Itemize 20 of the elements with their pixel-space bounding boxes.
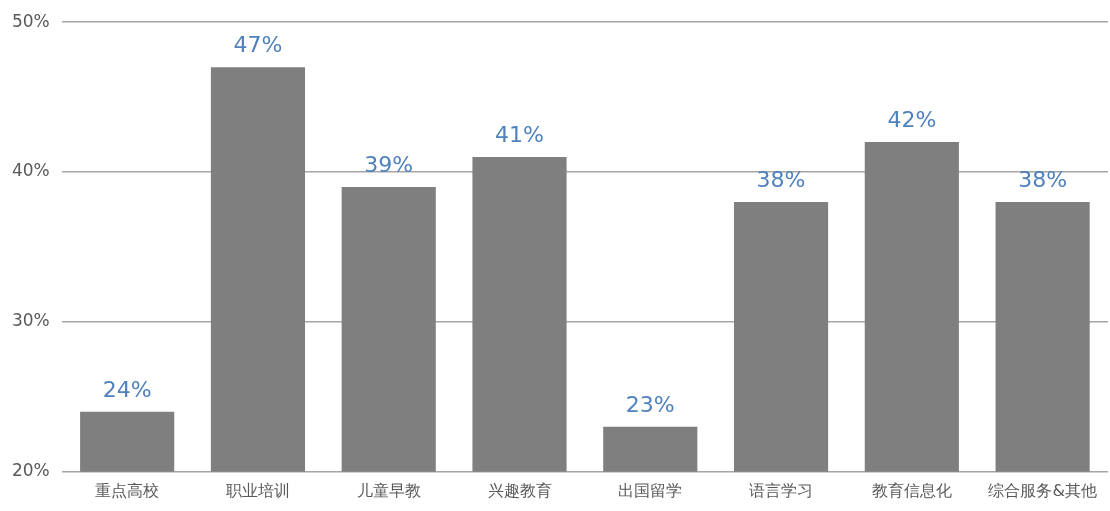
- x-tick-label: 职业培训: [225, 480, 290, 500]
- data-label: 24%: [102, 376, 152, 402]
- x-tick-label: 儿童早教: [356, 480, 421, 500]
- x-tick-label: 兴趣教育: [487, 480, 552, 500]
- x-tick-label: 语言学习: [749, 480, 814, 500]
- data-label: 41%: [495, 121, 544, 147]
- data-label: 47%: [233, 31, 283, 57]
- data-label: 39%: [364, 151, 414, 177]
- data-label: 42%: [887, 106, 937, 132]
- data-label: 38%: [1018, 166, 1068, 192]
- y-tick-label: 50%: [11, 10, 50, 31]
- x-tick-label: 综合服务&其他: [988, 480, 1097, 500]
- y-tick-label: 20%: [11, 460, 50, 481]
- y-tick-label: 30%: [11, 310, 50, 331]
- x-tick-label: 重点高校: [95, 480, 160, 500]
- x-tick-label: 出国留学: [618, 480, 683, 500]
- x-tick-label: 教育信息化: [871, 480, 952, 500]
- data-label: 38%: [756, 166, 806, 192]
- data-label: 23%: [625, 391, 675, 417]
- y-tick-label: 40%: [11, 160, 50, 181]
